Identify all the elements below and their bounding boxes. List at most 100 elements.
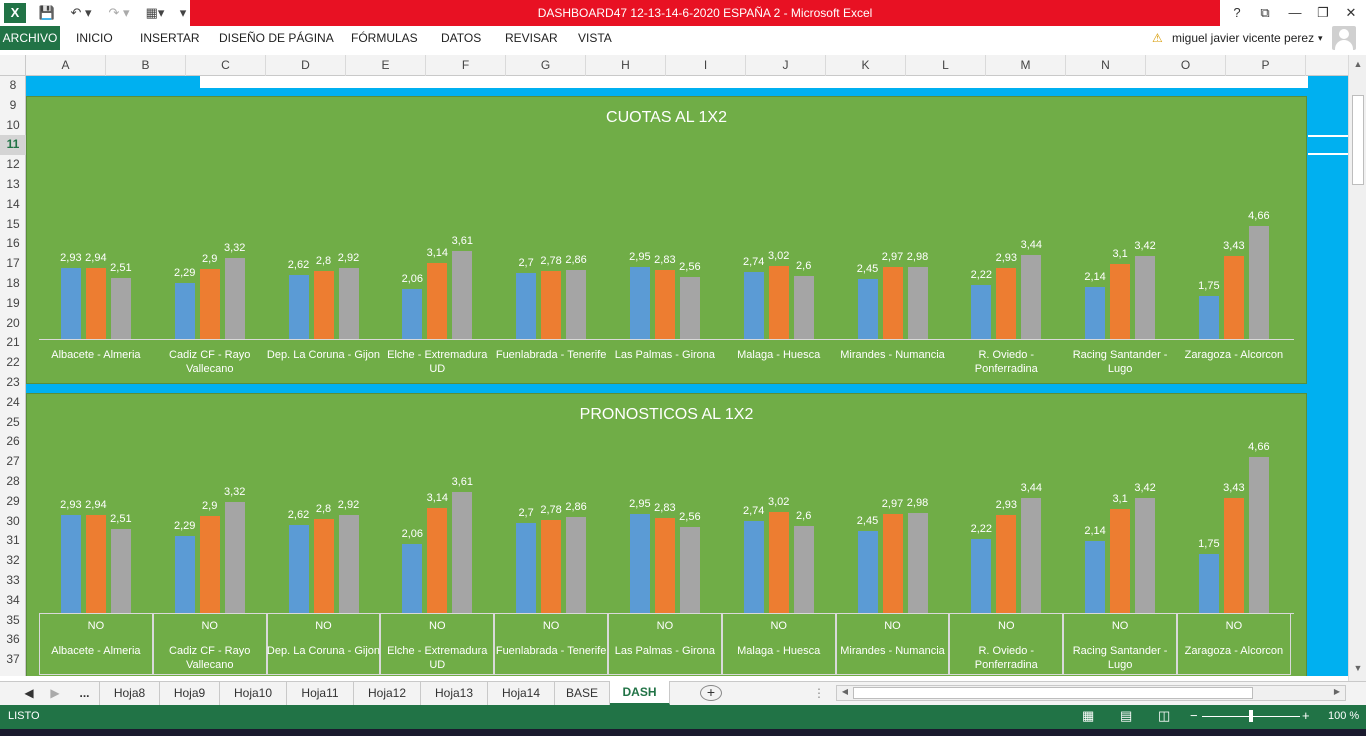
chart-bar[interactable] bbox=[971, 285, 992, 339]
chart-bar[interactable] bbox=[402, 288, 423, 339]
column-header-i[interactable]: I bbox=[666, 55, 746, 76]
chart-bar[interactable] bbox=[427, 507, 448, 613]
tab-revisar[interactable]: REVISAR bbox=[505, 31, 558, 45]
chart-bar[interactable] bbox=[402, 543, 423, 613]
chart-bar[interactable] bbox=[224, 258, 245, 339]
chart-bar[interactable] bbox=[1021, 497, 1042, 613]
add-sheet-button[interactable]: + bbox=[700, 685, 722, 701]
row-header-21[interactable]: 21 bbox=[6, 335, 20, 350]
chart-panel-pronosticos[interactable]: PRONOSTICOS AL 1X2 2,93 2,94 2,51 NO Albacet… bbox=[26, 393, 1307, 676]
chart-bar[interactable] bbox=[1248, 225, 1269, 339]
chart-bar[interactable] bbox=[60, 267, 81, 339]
row-header-8[interactable]: 8 bbox=[9, 78, 17, 92]
column-header-k[interactable]: K bbox=[826, 55, 906, 76]
avatar[interactable] bbox=[1332, 26, 1356, 50]
chart-bar[interactable] bbox=[224, 501, 245, 613]
chart-bar[interactable] bbox=[452, 251, 473, 339]
chart-panel-cuotas[interactable]: CUOTAS AL 1X2 2,93 2,94 2,51 Albacete - Alm… bbox=[26, 96, 1307, 384]
sheet-tab-hoja8[interactable]: Hoja8 bbox=[100, 682, 160, 705]
row-header-15[interactable]: 15 bbox=[6, 216, 20, 231]
scroll-down-icon[interactable]: ▼ bbox=[1353, 663, 1363, 673]
row-header-32[interactable]: 32 bbox=[6, 553, 20, 568]
vertical-scrollbar[interactable]: ▲ ▼ bbox=[1348, 55, 1366, 681]
chart-bar[interactable] bbox=[629, 267, 650, 339]
zoom-slider-thumb[interactable] bbox=[1249, 710, 1253, 722]
chart-bar[interactable] bbox=[768, 511, 789, 613]
row-header-26[interactable]: 26 bbox=[6, 434, 20, 449]
chart-bar[interactable] bbox=[60, 514, 81, 613]
column-header-o[interactable]: O bbox=[1146, 55, 1226, 76]
tab-diseno-pagina[interactable]: DISEÑO DE PÁGINA bbox=[219, 31, 334, 45]
row-header-9[interactable]: 9 bbox=[9, 97, 17, 112]
row-header-16[interactable]: 16 bbox=[6, 236, 20, 251]
chart-bar[interactable] bbox=[110, 278, 131, 339]
prev-sheet-icon[interactable]: ◀ bbox=[24, 686, 34, 700]
tab-formulas[interactable]: FÓRMULAS bbox=[351, 31, 418, 45]
column-header-h[interactable]: H bbox=[586, 55, 666, 76]
chart-bar[interactable] bbox=[1223, 498, 1244, 613]
chart-bar[interactable] bbox=[1135, 498, 1156, 613]
row-header-18[interactable]: 18 bbox=[6, 276, 20, 290]
chart-bar[interactable] bbox=[174, 536, 195, 613]
row-header-19[interactable]: 19 bbox=[6, 295, 20, 310]
chart-bar[interactable] bbox=[793, 275, 814, 339]
row-header-31[interactable]: 31 bbox=[6, 533, 20, 548]
sheet-tab-hoja13[interactable]: Hoja13 bbox=[421, 682, 488, 705]
chart-bar[interactable] bbox=[1198, 554, 1219, 613]
chart-bar[interactable] bbox=[566, 269, 587, 339]
page-break-view-icon[interactable]: ◫ bbox=[1158, 708, 1171, 723]
minimize-button[interactable]: — bbox=[1288, 5, 1302, 20]
sheet-tab-hoja14[interactable]: Hoja14 bbox=[488, 682, 555, 705]
tab-vista[interactable]: VISTA bbox=[578, 31, 612, 45]
chart-bar[interactable] bbox=[996, 267, 1017, 339]
tab-archivo[interactable]: ARCHIVO bbox=[0, 26, 60, 50]
chart-bar[interactable] bbox=[1110, 263, 1131, 339]
column-header-g[interactable]: G bbox=[506, 55, 586, 76]
chart-bar[interactable] bbox=[996, 514, 1017, 613]
ribbon-display-button[interactable]: ⧉ bbox=[1260, 5, 1270, 20]
row-header-29[interactable]: 29 bbox=[6, 493, 20, 508]
row-header-35[interactable]: 35 bbox=[6, 612, 20, 627]
row-header-23[interactable]: 23 bbox=[6, 375, 20, 389]
chart-bar[interactable] bbox=[199, 268, 220, 339]
scroll-right-icon[interactable]: ▶ bbox=[1333, 687, 1341, 696]
chart-bar[interactable] bbox=[793, 525, 814, 613]
chart-bar[interactable] bbox=[541, 271, 562, 339]
row-header-13[interactable]: 13 bbox=[6, 177, 20, 191]
chart-bar[interactable] bbox=[1110, 509, 1131, 613]
chart-bar[interactable] bbox=[882, 513, 903, 613]
zoom-in-icon[interactable]: + bbox=[1302, 708, 1310, 723]
row-header-12[interactable]: 12 bbox=[6, 157, 20, 172]
user-name[interactable]: miguel javier vicente perez bbox=[1172, 31, 1315, 45]
chart-bar[interactable] bbox=[85, 267, 106, 339]
customize-toolbar-icon[interactable]: ▾ bbox=[179, 5, 187, 20]
sheet-tab-base[interactable]: BASE bbox=[555, 682, 610, 705]
column-header-n[interactable]: N bbox=[1066, 55, 1146, 76]
chart-bar[interactable] bbox=[1021, 255, 1042, 339]
column-header-m[interactable]: M bbox=[986, 55, 1066, 76]
chart-bar[interactable] bbox=[452, 492, 473, 613]
chart-bar[interactable] bbox=[1248, 456, 1269, 613]
chart-bar[interactable] bbox=[313, 519, 334, 613]
row-header-37[interactable]: 37 bbox=[6, 652, 20, 667]
horizontal-scrollbar[interactable]: ◀ ▶ bbox=[836, 685, 1346, 701]
column-header-l[interactable]: L bbox=[906, 55, 986, 76]
chart-bar[interactable] bbox=[743, 521, 764, 613]
row-header-10[interactable]: 10 bbox=[6, 117, 20, 132]
column-header-p[interactable]: P bbox=[1226, 55, 1306, 76]
sheet-tab-hoja10[interactable]: Hoja10 bbox=[220, 682, 287, 705]
chart-bar[interactable] bbox=[907, 266, 928, 339]
column-header-e[interactable]: E bbox=[346, 55, 426, 76]
more-sheets-button[interactable]: ... bbox=[70, 682, 100, 705]
row-header-14[interactable]: 14 bbox=[6, 196, 20, 211]
chart-bar[interactable] bbox=[1085, 286, 1106, 339]
tab-datos[interactable]: DATOS bbox=[441, 31, 482, 45]
chart-bar[interactable] bbox=[174, 283, 195, 339]
chart-bar[interactable] bbox=[654, 270, 675, 339]
row-header-20[interactable]: 20 bbox=[6, 315, 20, 330]
sheet-tab-hoja12[interactable]: Hoja12 bbox=[354, 682, 421, 705]
chart-bar[interactable] bbox=[85, 514, 106, 613]
column-header-d[interactable]: D bbox=[266, 55, 346, 76]
chart-bar[interactable] bbox=[427, 262, 448, 339]
undo-icon[interactable]: ↶ ▾ bbox=[70, 5, 92, 20]
